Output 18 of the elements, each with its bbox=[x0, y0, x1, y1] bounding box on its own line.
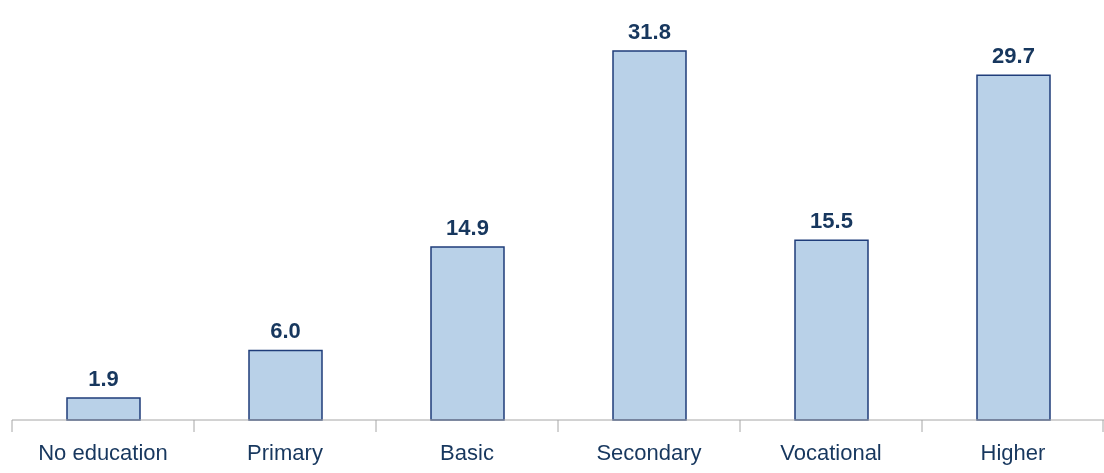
bar bbox=[976, 74, 1051, 421]
x-tick-label: Secondary bbox=[596, 440, 702, 465]
bar bbox=[430, 246, 505, 421]
x-tick-label: No education bbox=[38, 440, 168, 465]
x-tick-label: Primary bbox=[247, 440, 323, 465]
bar bbox=[66, 397, 141, 421]
data-label: 29.7 bbox=[992, 43, 1035, 69]
bar bbox=[612, 50, 687, 421]
data-label: 6.0 bbox=[270, 318, 301, 344]
data-label: 1.9 bbox=[88, 365, 119, 391]
x-tick-label: Higher bbox=[980, 440, 1046, 465]
data-label: 15.5 bbox=[810, 208, 853, 234]
data-label: 14.9 bbox=[446, 215, 489, 241]
bar bbox=[248, 349, 323, 421]
x-tick-label: Basic bbox=[440, 440, 494, 465]
bar bbox=[794, 239, 869, 421]
x-tick-label: Vocational bbox=[780, 440, 882, 465]
data-label: 31.8 bbox=[628, 19, 671, 44]
